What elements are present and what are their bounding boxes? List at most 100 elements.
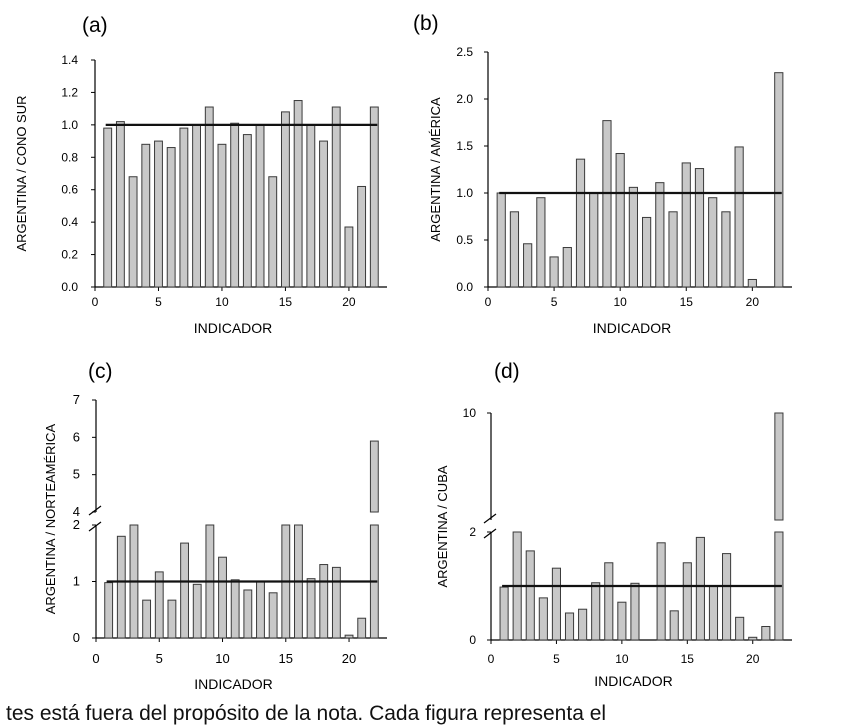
axis-break-mark — [88, 521, 102, 532]
bar — [369, 440, 379, 513]
bar — [230, 579, 240, 639]
bar — [344, 226, 354, 288]
axis-break-mark — [88, 505, 102, 516]
bar — [708, 197, 718, 288]
bar — [243, 589, 253, 639]
bar — [103, 127, 113, 288]
bar — [154, 140, 163, 288]
bar — [242, 134, 252, 288]
bar — [293, 100, 303, 288]
bar — [268, 176, 278, 288]
panel-label: (a) — [82, 14, 108, 37]
x-axis-label: INDICADOR — [194, 676, 273, 692]
y-tick-label: 0.8 — [61, 150, 78, 164]
x-tick-label: 10 — [615, 652, 629, 666]
x-tick-label: 15 — [681, 652, 695, 666]
bar — [256, 581, 265, 639]
panel-label: (c) — [88, 360, 113, 383]
bar — [509, 211, 520, 288]
bar — [681, 162, 691, 288]
y-tick-label: 2 — [469, 525, 476, 539]
bar — [496, 192, 506, 288]
bar — [192, 583, 202, 639]
bar — [735, 616, 745, 641]
bar — [668, 211, 678, 288]
bar — [628, 186, 638, 288]
x-tick-label: 20 — [342, 651, 356, 666]
bar — [116, 535, 126, 639]
y-tick-label: 1.2 — [61, 85, 78, 99]
x-tick-label: 20 — [746, 652, 760, 666]
y-tick-label: 0.2 — [61, 248, 78, 262]
bar — [695, 536, 705, 641]
caption-fragment: tes está fuera del propósito de la nota.… — [6, 702, 607, 725]
bar — [578, 608, 588, 641]
y-tick-label: 0 — [73, 630, 80, 645]
y-tick-label: 1.0 — [456, 186, 473, 200]
bar — [589, 192, 599, 288]
bar — [538, 597, 548, 641]
y-tick-label: 0.5 — [456, 233, 473, 247]
bar — [575, 158, 586, 288]
x-tick-label: 0 — [485, 295, 492, 309]
bar — [747, 278, 757, 288]
panel-label: (d) — [494, 360, 520, 383]
chart-panel-a: (a) 0.0 0.2 0.4 0.6 0.8 1.0 1.2 1.4 0 5 10 15 20 INDIC… — [14, 14, 387, 336]
bar — [306, 578, 316, 639]
x-tick-label: 10 — [215, 651, 229, 666]
y-tick-label: 0.4 — [61, 215, 78, 229]
bar — [642, 216, 652, 288]
bar — [564, 612, 575, 641]
bar — [721, 211, 731, 288]
panel-label: (b) — [413, 12, 439, 35]
y-tick-label: 10 — [463, 406, 477, 420]
bar — [306, 124, 316, 288]
y-tick-label: 1.5 — [456, 139, 473, 153]
bar — [128, 176, 138, 288]
y-tick-label: 2 — [73, 517, 80, 532]
bar — [708, 585, 719, 641]
bar — [331, 106, 341, 288]
bar — [255, 124, 265, 288]
bar — [104, 582, 114, 639]
x-tick-label: 0 — [488, 652, 495, 666]
bar — [204, 106, 214, 288]
bar — [115, 121, 125, 288]
bar — [656, 542, 666, 641]
y-tick-label: 0.0 — [61, 280, 78, 294]
bar — [331, 566, 341, 639]
bar — [655, 182, 665, 288]
bar — [722, 553, 732, 641]
bar — [141, 143, 151, 288]
axis-break-mark — [483, 513, 497, 524]
bar — [551, 567, 561, 641]
bar — [669, 610, 679, 641]
x-tick-label: 0 — [92, 295, 99, 309]
y-tick-label: 2.0 — [456, 92, 473, 106]
x-tick-label: 20 — [342, 295, 356, 309]
y-axis-label: ARGENTINA / CUBA — [435, 465, 450, 587]
y-axis-label: ARGENTINA / AMÉRICA — [428, 97, 443, 242]
bar — [761, 626, 771, 641]
x-tick-label: 10 — [613, 295, 627, 309]
x-axis-label: INDICADOR — [593, 320, 672, 336]
x-tick-label: 15 — [680, 295, 694, 309]
bar — [774, 72, 784, 288]
bar — [142, 599, 152, 639]
bar — [774, 412, 784, 521]
bar — [319, 140, 328, 288]
bar — [549, 256, 559, 288]
y-tick-label: 6 — [73, 429, 80, 444]
x-tick-label: 15 — [279, 295, 293, 309]
bar — [604, 562, 614, 641]
x-tick-label: 5 — [156, 651, 163, 666]
bar — [280, 111, 290, 288]
bar — [166, 147, 176, 288]
x-tick-label: 0 — [92, 651, 99, 666]
bar — [192, 124, 202, 288]
bar — [499, 586, 509, 641]
bar — [562, 247, 572, 288]
y-tick-label: 1.4 — [61, 53, 78, 67]
bar — [525, 550, 535, 641]
